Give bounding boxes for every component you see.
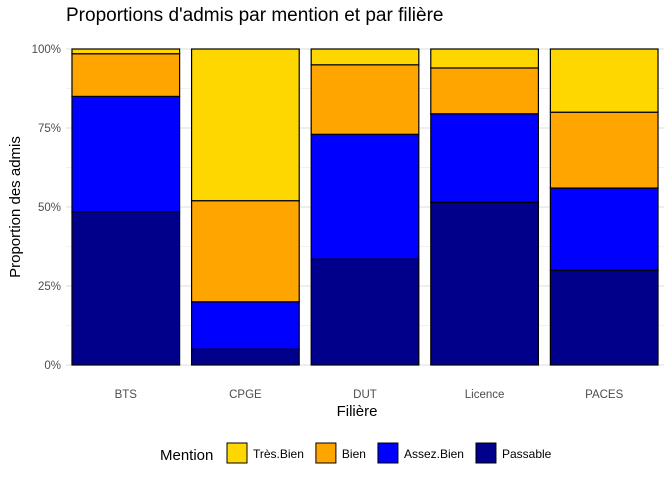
x-tick-label: PACES — [585, 389, 623, 401]
y-tick-label: 25% — [38, 281, 61, 293]
bar-segment-assez-bien-paces — [549, 187, 659, 271]
bar-segment-passable-dut — [310, 258, 420, 366]
y-axis: 0% 25% 50% 75% 100% — [32, 44, 61, 372]
bar-segment-bien-paces — [549, 111, 659, 189]
bar-segment-tr-s-bien-paces — [549, 48, 659, 113]
x-axis-title: Filière — [337, 403, 378, 420]
bar-segment-assez-bien-cpge — [190, 301, 300, 350]
bar-segment-assez-bien-bts — [71, 95, 181, 213]
legend-label: Passable — [502, 447, 552, 461]
legend-key — [377, 442, 399, 464]
y-tick-label: 50% — [38, 202, 61, 214]
bar-segment-assez-bien-dut — [310, 133, 420, 260]
bar-segment-tr-s-bien-bts — [71, 48, 181, 55]
bar-segment-assez-bien-licence — [430, 113, 540, 203]
y-tick-label: 100% — [32, 44, 61, 56]
bars — [71, 48, 659, 366]
y-tick-label: 0% — [44, 360, 61, 372]
legend-label: Très.Bien — [253, 447, 304, 461]
legend-key — [315, 442, 337, 464]
legend: Mention Très.Bien Bien Assez.Bien Passable — [160, 442, 552, 464]
y-axis-title: Proportion des admis — [7, 136, 24, 278]
bar-segment-passable-cpge — [190, 348, 300, 366]
legend-label: Bien — [342, 447, 366, 461]
bar-segment-bien-bts — [71, 53, 181, 98]
bar-segment-passable-licence — [430, 201, 540, 366]
x-tick-label: Licence — [465, 389, 505, 401]
chart-title: Proportions d'admis par mention et par f… — [66, 5, 443, 26]
y-tick-label: 75% — [38, 123, 61, 135]
bar-segment-bien-cpge — [190, 200, 300, 303]
legend-title: Mention — [160, 447, 213, 464]
bar-segment-tr-s-bien-dut — [310, 48, 420, 66]
bar-segment-passable-bts — [71, 211, 181, 366]
x-tick-label: BTS — [115, 389, 138, 401]
legend-key — [226, 442, 248, 464]
legend-key — [475, 442, 497, 464]
x-tick-label: CPGE — [229, 389, 262, 401]
bar-segment-bien-dut — [310, 64, 420, 135]
bar-segment-tr-s-bien-cpge — [190, 48, 300, 202]
legend-label: Assez.Bien — [404, 447, 464, 461]
bar-segment-passable-paces — [549, 269, 659, 366]
bar-segment-bien-licence — [430, 67, 540, 115]
x-axis: BTS CPGE DUT Licence PACES — [115, 389, 624, 401]
bar-segment-tr-s-bien-licence — [430, 48, 540, 69]
x-tick-label: DUT — [353, 389, 377, 401]
